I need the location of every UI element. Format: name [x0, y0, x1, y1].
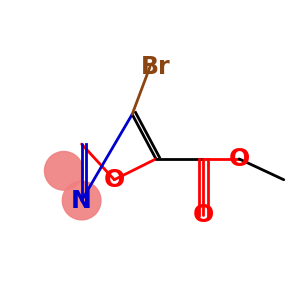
- Text: O: O: [193, 203, 214, 227]
- Text: O: O: [104, 168, 125, 192]
- Text: N: N: [71, 188, 92, 212]
- Circle shape: [62, 181, 101, 220]
- Circle shape: [44, 152, 83, 190]
- Text: O: O: [229, 147, 250, 171]
- Text: Br: Br: [141, 55, 171, 79]
